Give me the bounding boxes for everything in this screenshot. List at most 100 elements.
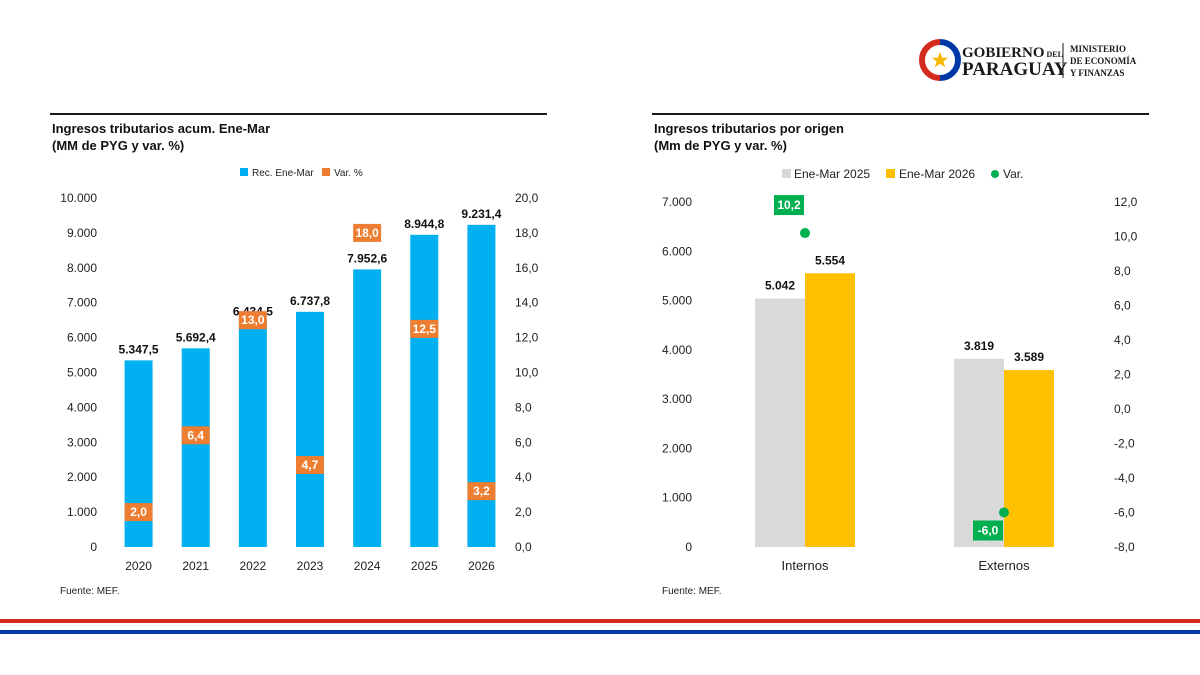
- var-label-box: [296, 455, 324, 474]
- y-axis-tick-label: 3.000: [662, 392, 692, 406]
- y2-axis-tick-label: 4,0: [515, 470, 532, 484]
- x-axis-tick-label: 2026: [468, 559, 495, 573]
- logo-ministry-line-3: Y FINANZAS: [1070, 68, 1124, 78]
- y-axis-tick-label: 10.000: [60, 191, 97, 205]
- y-axis-tick-label: 7.000: [662, 195, 692, 209]
- var-label-box: [353, 223, 382, 242]
- right-chart-title-line-1: Ingresos tributarios por origen: [654, 121, 844, 136]
- y2-axis-tick-label: 12,0: [515, 331, 539, 345]
- var-label: 3,2: [473, 484, 490, 498]
- flag-stripe-white: [0, 625, 1200, 628]
- right-panel-rule: [652, 113, 1149, 115]
- bar-rec-2025: [410, 234, 439, 547]
- logo-ministry-line-2: DE ECONOMÍA: [1070, 56, 1137, 66]
- bar-2026-internos: [805, 273, 855, 547]
- bar-rec-2023: [296, 311, 324, 547]
- bar-value-label: 5.692,4: [176, 330, 216, 344]
- logo-ministry-line-1: MINISTERIO: [1070, 44, 1126, 54]
- logo-text-paraguay: PARAGUAY: [962, 59, 1068, 80]
- x-axis-tick-label: 2022: [240, 559, 267, 573]
- y2-axis-tick-label: 20,0: [515, 191, 539, 205]
- y2-axis-tick-label: 8,0: [1114, 264, 1131, 278]
- legend-swatch-2025: [782, 169, 791, 178]
- var-label: 12,5: [413, 322, 437, 336]
- flag-stripe-red: [0, 619, 1200, 623]
- x-axis-tick-label: 2024: [354, 559, 381, 573]
- var-label-box: [238, 311, 267, 330]
- left-panel-rule: [50, 113, 547, 115]
- bar-value-label: 6.737,8: [290, 294, 330, 308]
- y2-axis-tick-label: 10,0: [1114, 230, 1138, 244]
- var-label-box: [774, 195, 804, 216]
- y-axis-tick-label: 4.000: [662, 343, 692, 357]
- left-source-note: Fuente: MEF.: [60, 586, 120, 597]
- y2-axis-tick-label: 0,0: [515, 540, 532, 554]
- var-label: 6,4: [187, 428, 204, 442]
- y-axis-tick-label: 0: [685, 540, 692, 554]
- y2-axis-tick-label: 2,0: [1114, 368, 1131, 382]
- y-axis-tick-label: 4.000: [67, 400, 97, 414]
- y-axis-tick-label: 0: [90, 540, 97, 554]
- bar-value-label: 8.944,8: [404, 217, 444, 231]
- bar-value-label: 3.589: [1014, 350, 1044, 364]
- x-axis-tick-label: 2020: [125, 559, 152, 573]
- var-label: -6,0: [978, 524, 999, 538]
- left-chart-title: Ingresos tributarios acum. Ene-Mar (MM d…: [52, 120, 270, 154]
- government-logo: GOBIERNO DEL PARAGUAY MINISTERIO DE ECONO…: [919, 39, 1137, 81]
- bar-2025-externos: [954, 358, 1004, 547]
- y-axis-tick-label: 8.000: [67, 261, 97, 275]
- y-axis-tick-label: 7.000: [67, 296, 97, 310]
- paraguay-star-emblem-icon: [919, 39, 961, 81]
- bar-rec-2021: [181, 348, 210, 547]
- legend-label-var: Var. %: [334, 168, 363, 179]
- x-axis-tick-label: 2025: [411, 559, 438, 573]
- var-label-box: [181, 426, 210, 445]
- y2-axis-tick-label: 6,0: [1114, 299, 1131, 313]
- bar-value-label: 3.819: [964, 339, 994, 353]
- y2-axis-tick-label: -4,0: [1114, 471, 1135, 485]
- y-axis-tick-label: 5.000: [662, 294, 692, 308]
- var-label-box: [973, 520, 1003, 541]
- y2-axis-tick-label: 14,0: [515, 296, 539, 310]
- right-chart-title-line-2: (Mm de PYG y var. %): [654, 138, 787, 153]
- legend-label-2025: Ene-Mar 2025: [794, 167, 870, 181]
- legend-label-rec: Rec. Ene-Mar: [252, 168, 314, 179]
- y2-axis-tick-label: 4,0: [1114, 333, 1131, 347]
- y-axis-tick-label: 2.000: [67, 470, 97, 484]
- y2-axis-tick-label: 18,0: [515, 226, 539, 240]
- y-axis-tick-label: 3.000: [67, 435, 97, 449]
- y2-axis-tick-label: -2,0: [1114, 437, 1135, 451]
- bar-value-label: 5.042: [765, 279, 795, 293]
- var-label: 10,2: [777, 198, 801, 212]
- y-axis-tick-label: 2.000: [662, 441, 692, 455]
- legend-label-var: Var.: [1003, 167, 1023, 181]
- var-marker-internos: [800, 228, 810, 239]
- y-axis-tick-label: 6.000: [67, 331, 97, 345]
- bar-2025-internos: [755, 298, 805, 547]
- x-axis-tick-label: Internos: [782, 558, 829, 573]
- right-chart-title: Ingresos tributarios por origen (Mm de P…: [654, 120, 844, 154]
- var-marker-externos: [999, 507, 1009, 518]
- y2-axis-tick-label: 10,0: [515, 366, 539, 380]
- var-label: 4,7: [302, 458, 319, 472]
- legend-swatch-2026: [886, 169, 895, 178]
- y-axis-tick-label: 1.000: [67, 505, 97, 519]
- y2-axis-tick-label: 12,0: [1114, 195, 1138, 209]
- var-label: 13,0: [241, 313, 265, 327]
- legend-swatch-var: [991, 170, 999, 178]
- x-axis-tick-label: 2023: [297, 559, 324, 573]
- logo-text-del: DEL: [1047, 50, 1063, 59]
- left-chart-title-line-2: (MM de PYG y var. %): [52, 138, 185, 153]
- var-label: 2,0: [130, 505, 147, 519]
- y2-axis-tick-label: 0,0: [1114, 402, 1131, 416]
- var-label-box: [410, 319, 439, 338]
- right-bar-chart: Ene-Mar 2025 Ene-Mar 2026 Var. 0 1.000 2.000 3…: [662, 167, 1138, 573]
- bar-value-label: 7.952,6: [347, 251, 387, 265]
- bar-2026-externos: [1004, 370, 1054, 547]
- bar-rec-2024: [353, 269, 382, 547]
- logo-text-gobierno: GOBIERNO: [962, 45, 1045, 61]
- legend-label-2026: Ene-Mar 2026: [899, 167, 975, 181]
- bar-value-label: 5.347,5: [119, 342, 159, 356]
- var-label-box: [124, 503, 153, 522]
- y2-axis-tick-label: 2,0: [515, 505, 532, 519]
